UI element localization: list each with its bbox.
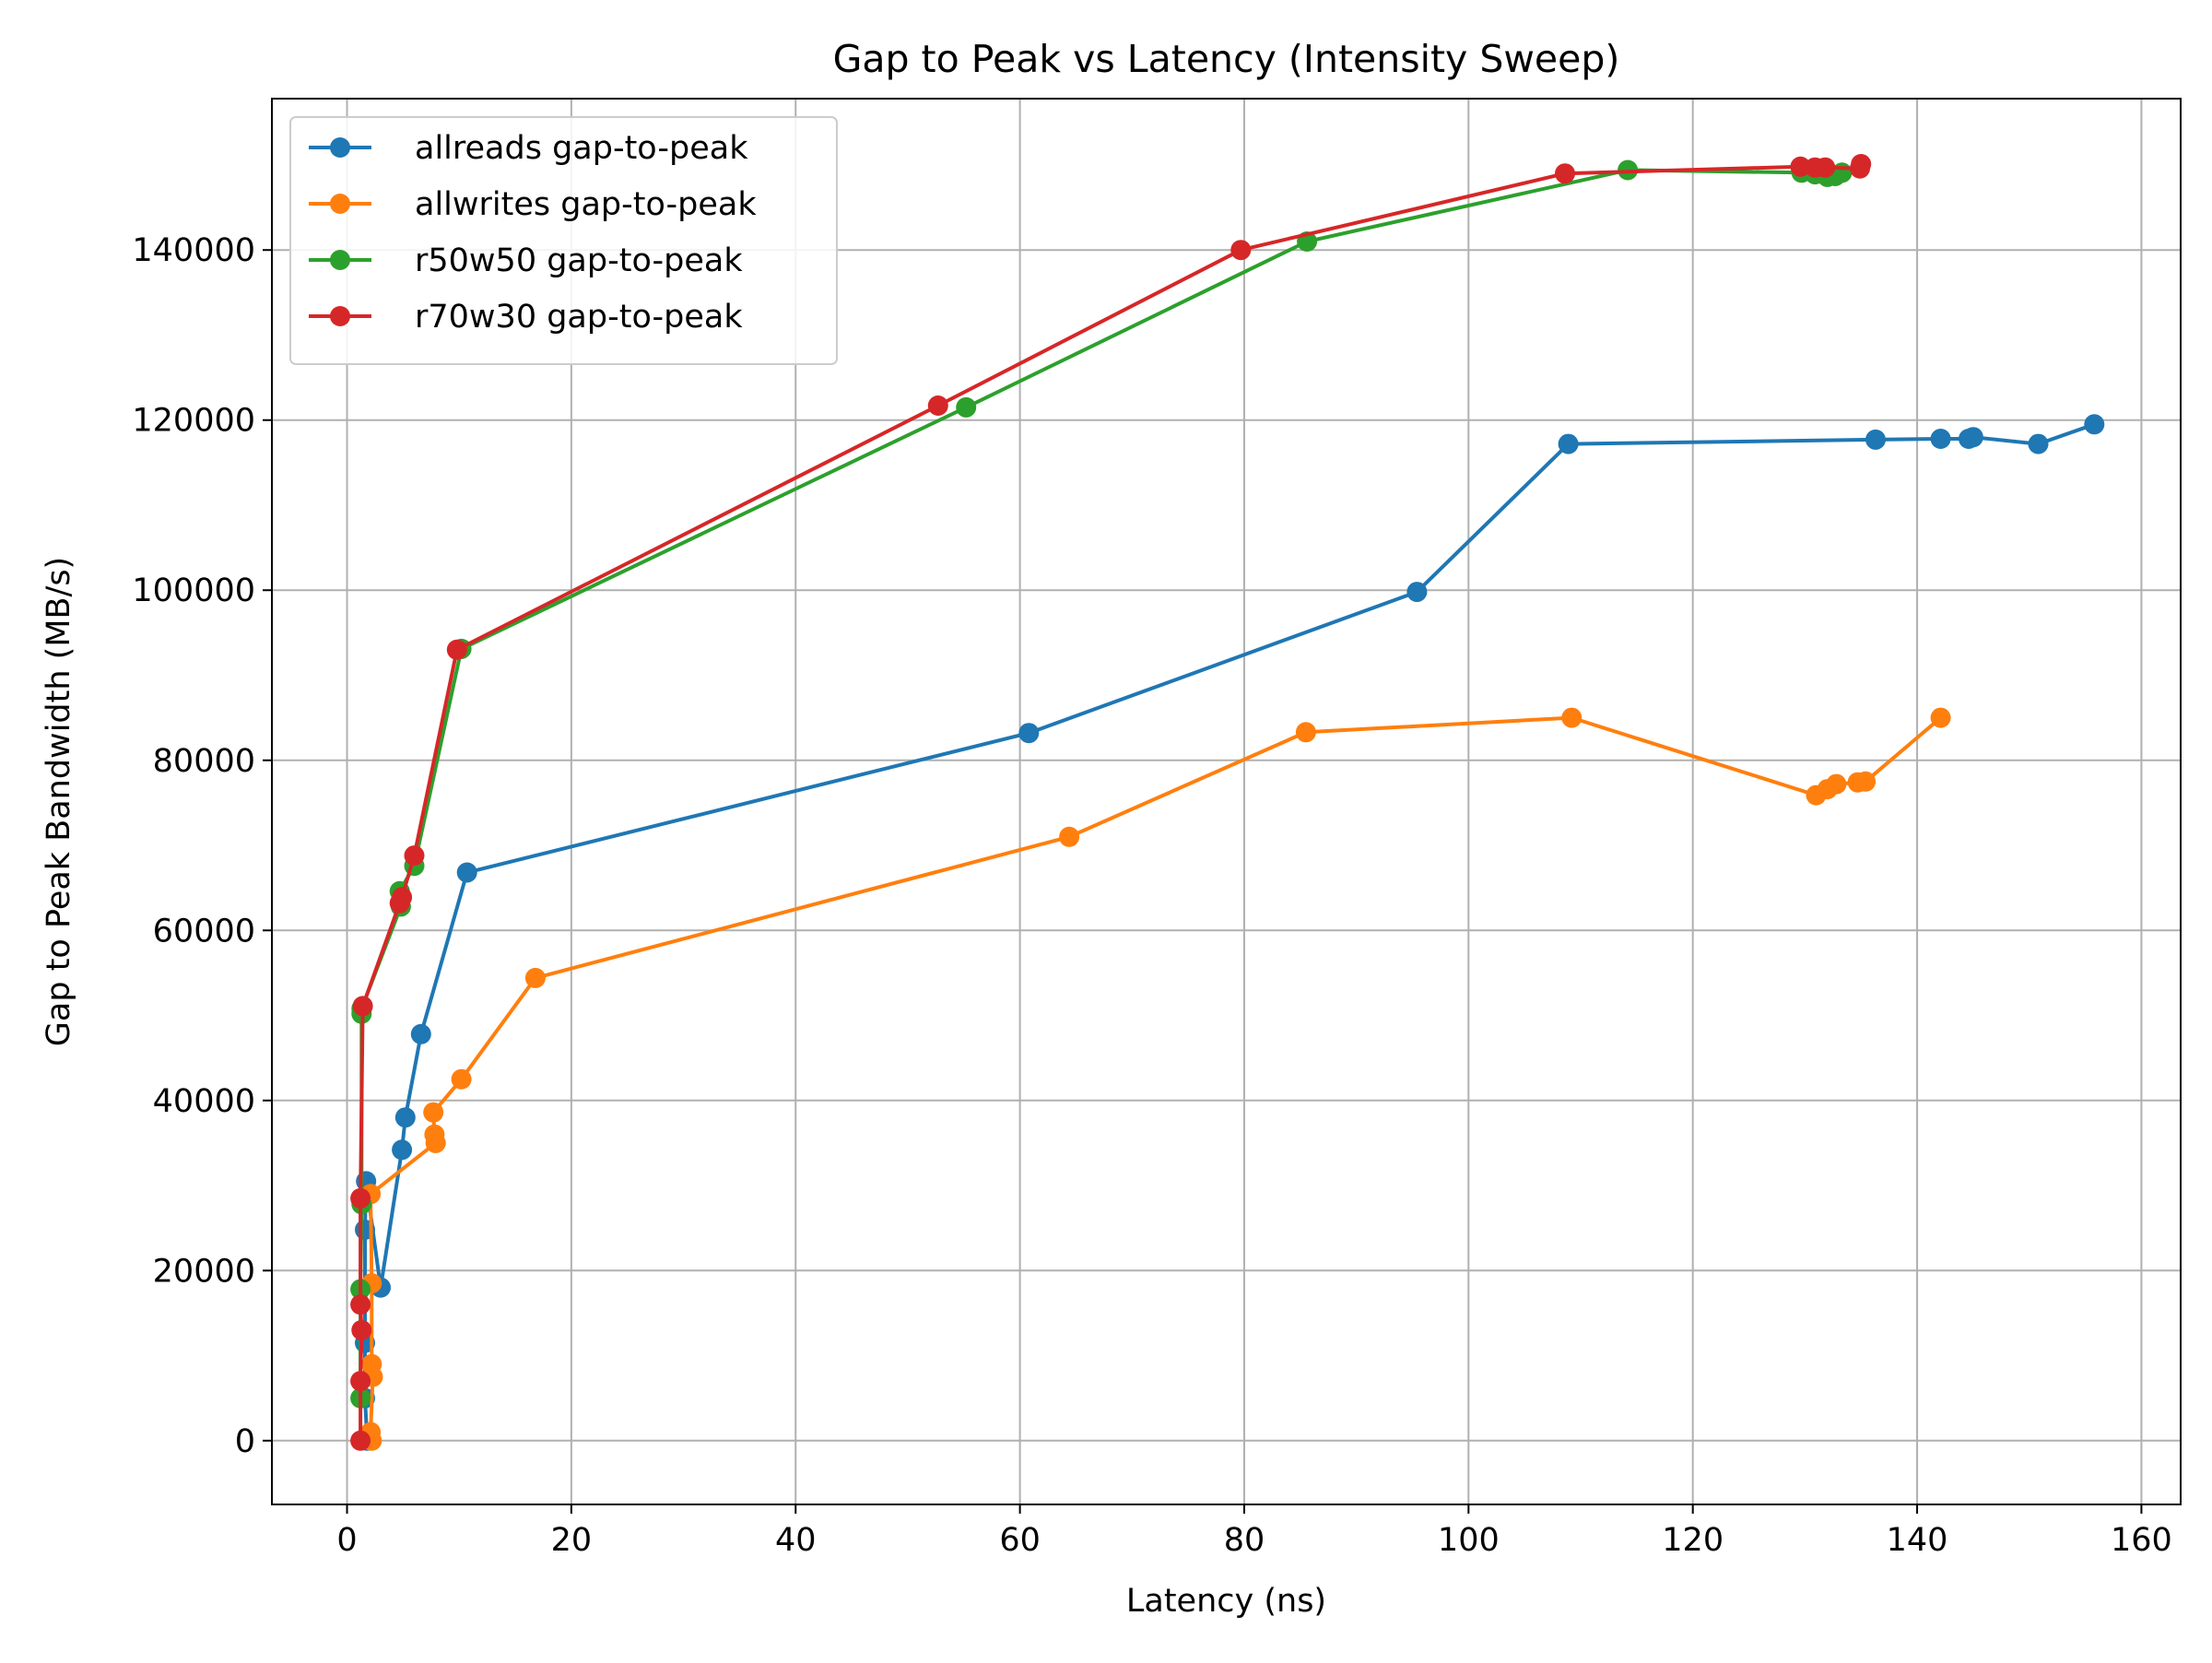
data-point-r70w30 — [1790, 156, 1811, 177]
x-axis-label: Latency (ns) — [1126, 1583, 1326, 1620]
data-point-allwrites — [451, 1068, 472, 1090]
data-point-r70w30 — [350, 1187, 371, 1209]
x-tick-label: 120 — [1662, 1522, 1724, 1559]
data-point-allwrites — [1826, 773, 1847, 795]
data-point-allreads — [1018, 723, 1040, 744]
data-point-allreads — [1406, 582, 1428, 603]
legend-label: r50w50 gap-to-peak — [415, 242, 743, 279]
axis-ticks: 0 20 40 60 80 100 120 140 160 0 20000 40000 60000 800… — [132, 232, 2171, 1559]
data-point-r50w50 — [956, 396, 977, 418]
legend-marker — [330, 194, 350, 214]
x-tick-label: 140 — [1887, 1522, 1948, 1559]
x-tick-label: 20 — [551, 1522, 593, 1559]
series-allwrites — [360, 707, 1951, 1451]
y-tick-label: 80000 — [153, 743, 255, 780]
chart-title: Gap to Peak vs Latency (Intensity Sweep) — [833, 37, 1620, 81]
legend-marker — [330, 250, 350, 270]
data-point-allwrites — [424, 1124, 445, 1145]
data-point-r70w30 — [352, 996, 373, 1017]
y-tick-label: 100000 — [132, 572, 255, 609]
legend-marker — [330, 306, 350, 326]
legend-box — [289, 116, 838, 365]
data-point-allreads — [1962, 427, 1983, 448]
data-point-allreads — [1930, 429, 1951, 449]
x-tick-label: 160 — [2111, 1522, 2172, 1559]
legend-item-allwrites: allwrites gap-to-peak — [309, 186, 757, 223]
data-point-r70w30 — [927, 395, 948, 416]
data-point-allwrites — [423, 1102, 444, 1123]
x-tick-label: 80 — [1224, 1522, 1265, 1559]
x-tick-label: 40 — [775, 1522, 817, 1559]
data-point-r70w30 — [404, 845, 425, 867]
data-point-r70w30 — [446, 639, 467, 660]
data-point-allreads — [2028, 433, 2049, 454]
data-point-r70w30 — [1230, 240, 1252, 261]
data-point-r70w30 — [1851, 154, 1872, 174]
data-point-r70w30 — [350, 1430, 371, 1451]
y-tick-label: 140000 — [132, 232, 255, 269]
y-axis-label: Gap to Peak Bandwidth (MB/s) — [41, 557, 77, 1046]
y-tick-label: 0 — [235, 1423, 255, 1460]
legend-item-allreads: allreads gap-to-peak — [309, 130, 748, 167]
data-point-allwrites — [1059, 826, 1080, 847]
legend-item-r50w50: r50w50 gap-to-peak — [309, 242, 743, 279]
data-point-r70w30 — [350, 1294, 371, 1315]
data-point-r70w30 — [350, 1371, 371, 1392]
data-point-allwrites — [524, 967, 546, 988]
x-tick-label: 60 — [999, 1522, 1041, 1559]
legend-marker — [330, 137, 350, 158]
y-tick-label: 120000 — [132, 403, 255, 440]
legend-label: allwrites gap-to-peak — [415, 186, 757, 223]
legend-label: allreads gap-to-peak — [415, 130, 748, 167]
data-point-allreads — [392, 1139, 413, 1161]
data-point-allreads — [1865, 429, 1886, 450]
data-point-allreads — [1558, 433, 1579, 454]
data-point-allreads — [410, 1023, 431, 1044]
data-point-r70w30 — [392, 887, 413, 908]
data-point-allreads — [456, 862, 477, 883]
data-point-allwrites — [1855, 771, 1877, 792]
y-tick-label: 20000 — [153, 1253, 255, 1290]
plot-frame — [271, 98, 2182, 1505]
y-tick-label: 60000 — [153, 913, 255, 949]
series-r70w30 — [350, 154, 1872, 1451]
data-point-allwrites — [361, 1353, 382, 1374]
plot-series — [350, 154, 2105, 1451]
data-point-r70w30 — [351, 1319, 372, 1340]
data-point-allwrites — [1561, 707, 1583, 728]
y-tick-label: 40000 — [153, 1083, 255, 1120]
data-point-allwrites — [1295, 722, 1316, 743]
data-point-allreads — [2084, 414, 2105, 435]
x-tick-label: 100 — [1438, 1522, 1500, 1559]
data-point-r70w30 — [1555, 163, 1575, 184]
x-tick-label: 0 — [336, 1522, 357, 1559]
data-point-r70w30 — [1815, 157, 1836, 178]
legend-item-r70w30: r70w30 gap-to-peak — [309, 299, 743, 336]
legend: allreads gap-to-peak allwrites gap-to-pea… — [289, 116, 838, 365]
data-point-allwrites — [1930, 707, 1951, 728]
data-point-allreads — [394, 1107, 416, 1128]
legend-label: r70w30 gap-to-peak — [415, 299, 743, 336]
